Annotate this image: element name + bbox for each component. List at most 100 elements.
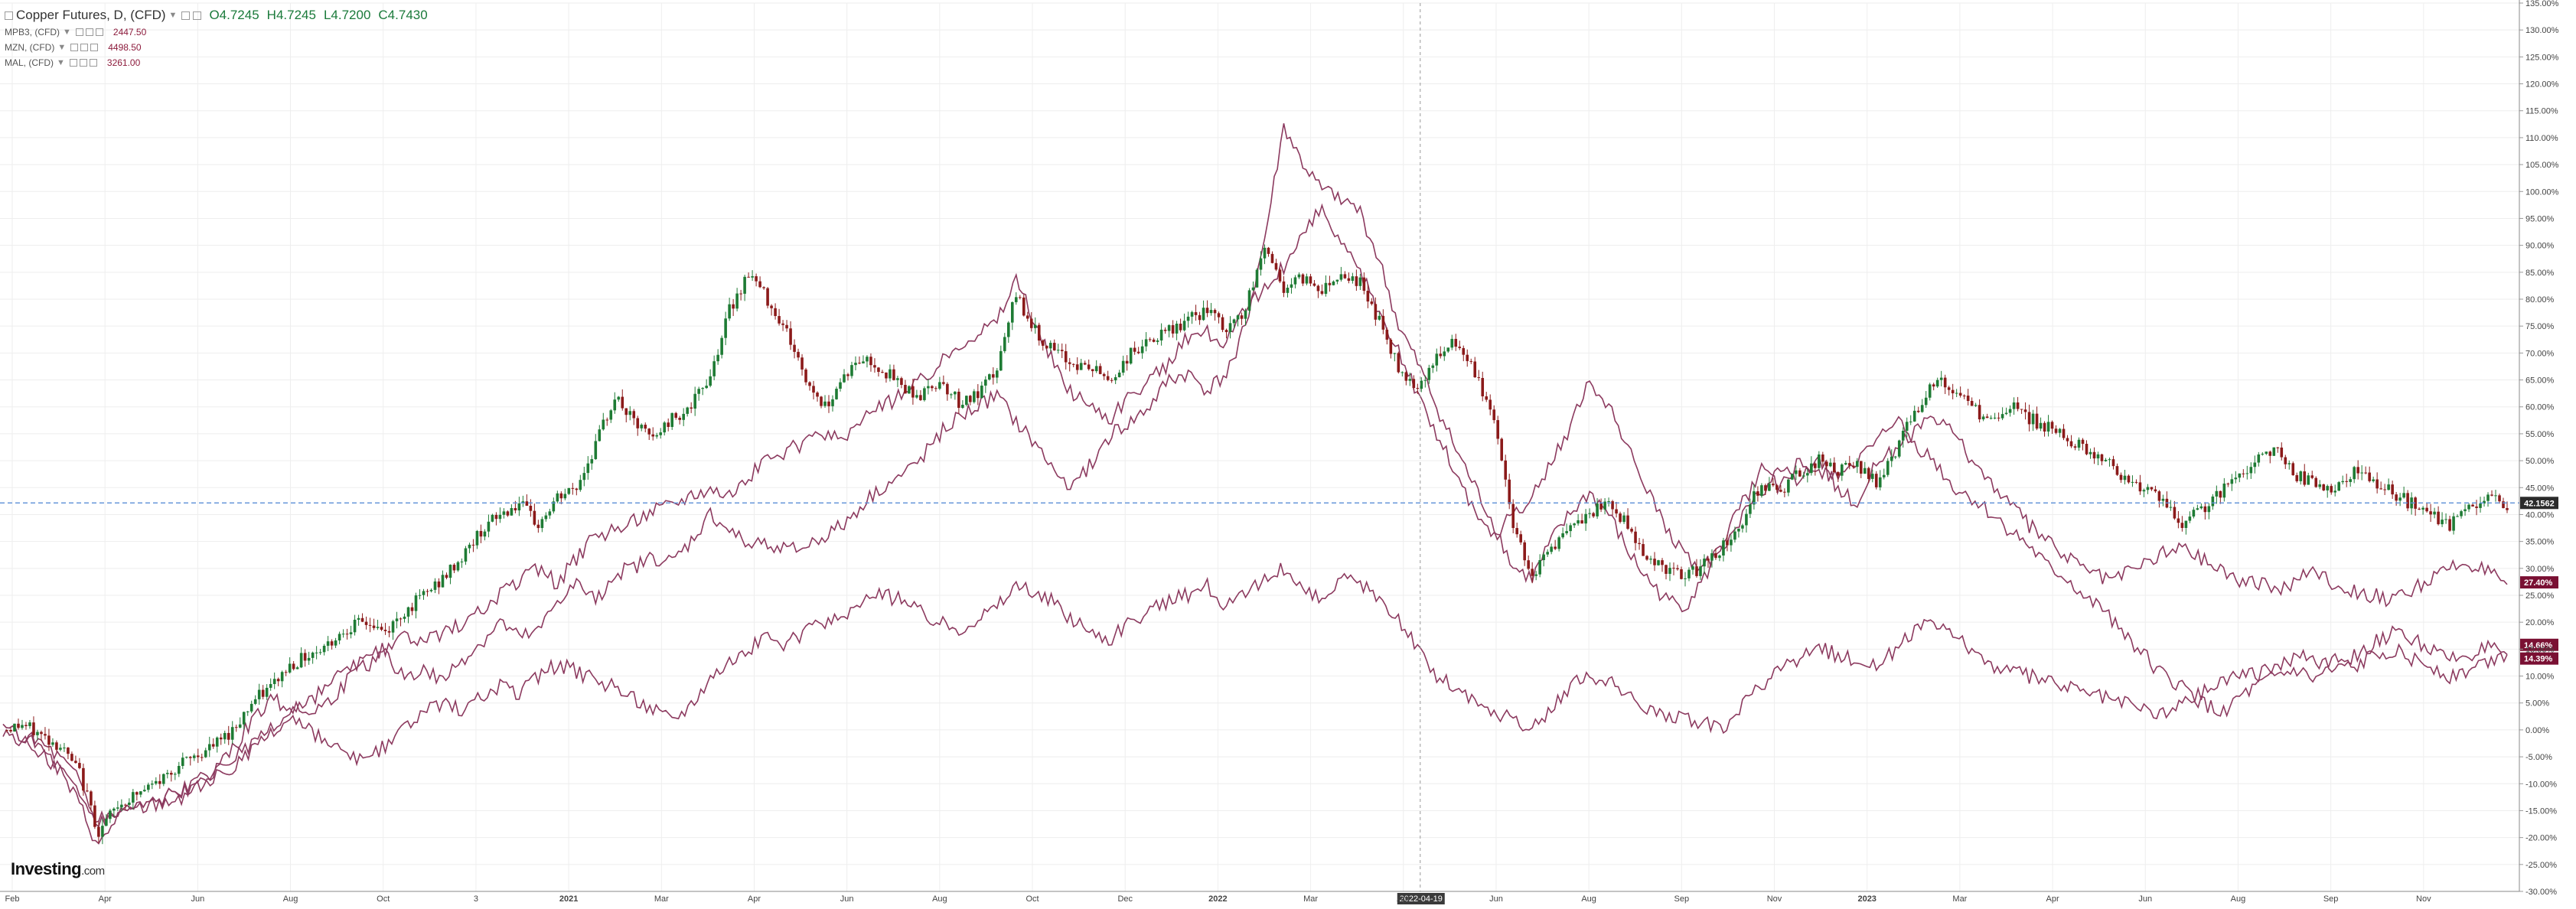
candle-body[interactable] — [2146, 487, 2150, 490]
candle-body[interactable] — [946, 383, 949, 395]
candle-body[interactable] — [2131, 481, 2134, 483]
candle-body[interactable] — [1251, 287, 1255, 291]
candle-body[interactable] — [1385, 329, 1389, 340]
candle-body[interactable] — [1939, 377, 1943, 380]
candle-body[interactable] — [1626, 515, 1629, 529]
candle-body[interactable] — [1182, 321, 1186, 331]
candle-body[interactable] — [705, 386, 708, 389]
candle-body[interactable] — [253, 699, 257, 704]
candle-body[interactable] — [1064, 350, 1068, 363]
candle-body[interactable] — [2008, 409, 2012, 413]
candle-body[interactable] — [1642, 544, 1645, 556]
candle-body[interactable] — [628, 411, 632, 415]
candle-body[interactable] — [124, 804, 127, 806]
candle-body[interactable] — [701, 388, 704, 389]
candle-body[interactable] — [1462, 347, 1466, 355]
candle-body[interactable] — [326, 641, 330, 646]
candle-body[interactable] — [2046, 422, 2050, 432]
candle-body[interactable] — [613, 399, 617, 411]
candle-body[interactable] — [1753, 491, 1756, 505]
candle-body[interactable] — [743, 276, 746, 294]
candle-body[interactable] — [973, 391, 976, 402]
candle-body[interactable] — [1538, 560, 1541, 575]
candle-body[interactable] — [1259, 258, 1263, 270]
candle-body[interactable] — [2353, 467, 2356, 480]
candle-body[interactable] — [843, 374, 846, 383]
candle-body[interactable] — [2073, 446, 2077, 448]
candle-body[interactable] — [1071, 363, 1075, 365]
candle-body[interactable] — [2138, 482, 2142, 492]
candle-body[interactable] — [1798, 470, 1802, 477]
candle-body[interactable] — [406, 607, 410, 617]
candle-body[interactable] — [2207, 506, 2211, 513]
candle-body[interactable] — [1068, 362, 1071, 364]
candle-body[interactable] — [1905, 422, 1909, 431]
candle-body[interactable] — [1431, 365, 1435, 368]
candle-body[interactable] — [1148, 339, 1152, 340]
candle-body[interactable] — [2173, 507, 2177, 519]
candle-body[interactable] — [257, 689, 261, 699]
candle-body[interactable] — [1645, 556, 1648, 560]
candle-body[interactable] — [101, 826, 104, 837]
candle-body[interactable] — [295, 667, 299, 670]
candle-body[interactable] — [491, 514, 494, 522]
candle-body[interactable] — [1932, 384, 1935, 387]
candle-body[interactable] — [2069, 441, 2073, 447]
candle-body[interactable] — [1668, 568, 1671, 574]
candle-body[interactable] — [1795, 470, 1798, 474]
candle-body[interactable] — [1508, 479, 1511, 504]
candle-body[interactable] — [2322, 484, 2326, 490]
candle-body[interactable] — [1893, 456, 1897, 458]
candle-body[interactable] — [988, 374, 991, 380]
candle-body[interactable] — [464, 548, 468, 562]
candle-body[interactable] — [2054, 428, 2058, 433]
candle-body[interactable] — [674, 412, 677, 418]
candle-body[interactable] — [196, 755, 200, 758]
candle-body[interactable] — [954, 391, 957, 395]
candle-body[interactable] — [1404, 372, 1408, 381]
candle-body[interactable] — [510, 508, 514, 516]
candle-body[interactable] — [2414, 497, 2417, 509]
candle-body[interactable] — [502, 511, 506, 515]
candle-body[interactable] — [563, 494, 567, 499]
candle-body[interactable] — [2356, 467, 2359, 474]
candle-body[interactable] — [2272, 447, 2276, 456]
candle-body[interactable] — [2196, 508, 2199, 510]
candle-body[interactable] — [44, 734, 47, 736]
candle-body[interactable] — [1699, 566, 1702, 576]
candle-body[interactable] — [177, 766, 181, 774]
candle-body[interactable] — [2192, 510, 2196, 517]
candle-body[interactable] — [2475, 506, 2478, 508]
candle-body[interactable] — [437, 581, 441, 588]
candle-body[interactable] — [1378, 315, 1381, 320]
candle-body[interactable] — [1033, 324, 1037, 328]
candle-body[interactable] — [1381, 315, 1385, 330]
candle-body[interactable] — [2307, 475, 2310, 485]
candle-body[interactable] — [1851, 465, 1855, 468]
candle-body[interactable] — [1485, 396, 1489, 400]
candle-body[interactable] — [1912, 410, 1916, 422]
candle-body[interactable] — [670, 412, 673, 427]
candle-body[interactable] — [468, 544, 471, 549]
candle-body[interactable] — [311, 652, 315, 658]
candle-body[interactable] — [785, 324, 788, 329]
candle-body[interactable] — [1611, 501, 1614, 510]
candle-body[interactable] — [318, 652, 322, 653]
candle-body[interactable] — [2291, 463, 2295, 476]
candle-body[interactable] — [1374, 304, 1378, 320]
candle-body[interactable] — [1473, 361, 1477, 378]
candle-body[interactable] — [184, 757, 188, 758]
candle-body[interactable] — [2004, 412, 2008, 415]
close-icon[interactable] — [90, 44, 99, 51]
candle-body[interactable] — [1244, 311, 1247, 319]
candle-body[interactable] — [1489, 399, 1492, 410]
candle-body[interactable] — [2119, 474, 2123, 481]
candle-body[interactable] — [1534, 574, 1537, 576]
candle-body[interactable] — [1730, 539, 1733, 546]
candle-body[interactable] — [1638, 542, 1641, 545]
candle-body[interactable] — [2452, 516, 2455, 531]
candle-body[interactable] — [337, 634, 341, 641]
candle-body[interactable] — [1997, 417, 2000, 419]
settings-icon[interactable] — [80, 44, 89, 51]
candle-body[interactable] — [1332, 281, 1335, 285]
